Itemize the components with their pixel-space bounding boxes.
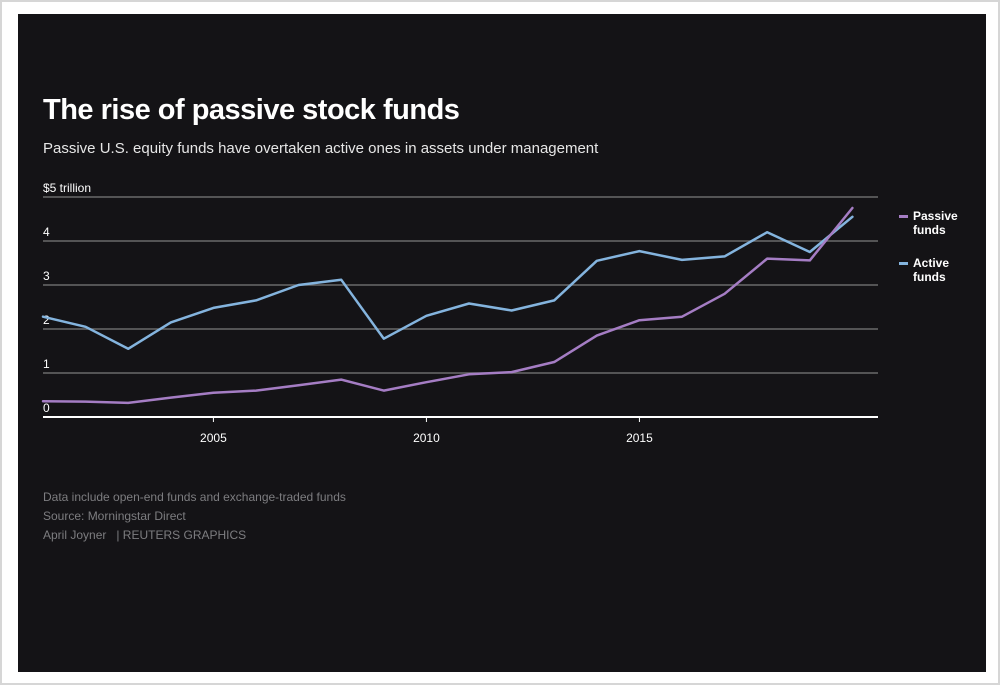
agency-credit: | REUTERS GRAPHICS xyxy=(116,528,247,542)
legend-active-swatch xyxy=(899,262,908,265)
y-tick-label-0: 0 xyxy=(43,401,50,415)
author-credit: April Joyner xyxy=(43,528,107,542)
series-line-passive-funds xyxy=(41,206,854,405)
credit-line: April Joyner | REUTERS GRAPHICS xyxy=(43,526,346,545)
legend-active-line2: funds xyxy=(913,270,946,284)
series-line-active-funds xyxy=(41,215,854,351)
x-tick-label-2015: 2015 xyxy=(626,431,653,445)
line-chart: 0 1 2 3 4 $5 trillion 2005 2010 2015 xyxy=(41,181,878,445)
x-tick-label-2010: 2010 xyxy=(413,431,440,445)
y-tick-label-3: 3 xyxy=(43,269,50,283)
legend-passive-swatch xyxy=(899,215,908,218)
y-tick-label-2: 2 xyxy=(43,313,50,327)
chart-subtitle: Passive U.S. equity funds have overtaken… xyxy=(43,140,599,157)
source-note: Source: Morningstar Direct xyxy=(43,509,186,523)
y-tick-label-5: $5 trillion xyxy=(43,181,91,195)
chart-notes: Data include open-end funds and exchange… xyxy=(43,488,346,545)
series-lines xyxy=(41,206,854,405)
legend-active-line1: Active xyxy=(913,256,950,270)
chart-panel: The rise of passive stock funds Passive … xyxy=(18,14,986,672)
x-tick-label-2005: 2005 xyxy=(200,431,227,445)
x-axis: 2005 2010 2015 xyxy=(43,416,878,445)
legend-passive-line2: funds xyxy=(913,223,946,237)
legend-passive-line1: Passive xyxy=(913,209,958,223)
y-axis-labels: 0 1 2 3 4 $5 trillion xyxy=(43,181,91,415)
y-tick-label-4: 4 xyxy=(43,225,50,239)
legend-passive-funds: Passive funds xyxy=(899,209,958,237)
legend-active-funds: Active funds xyxy=(899,256,950,284)
chart-title: The rise of passive stock funds xyxy=(43,94,460,126)
data-note: Data include open-end funds and exchange… xyxy=(43,490,346,504)
gridlines xyxy=(43,196,878,374)
y-tick-label-1: 1 xyxy=(43,357,50,371)
